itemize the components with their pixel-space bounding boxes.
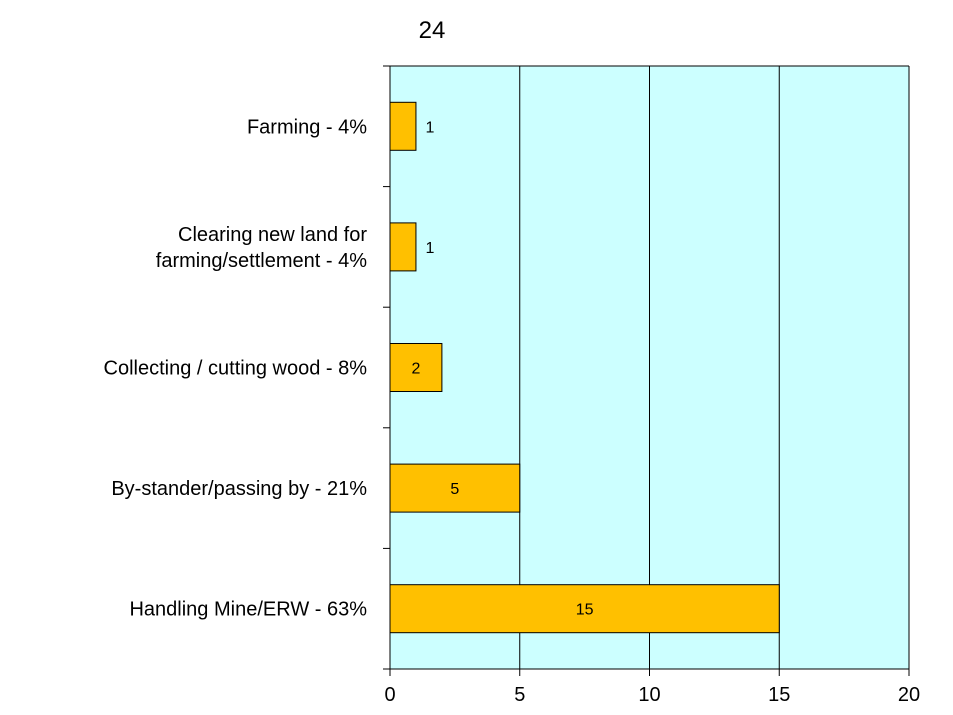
- category-label: Collecting / cutting wood - 8%: [104, 358, 368, 380]
- category-label: By-stander/passing by - 21%: [111, 478, 367, 500]
- category-label-line: Collecting / cutting wood - 8%: [104, 358, 368, 380]
- x-tick-label: 15: [768, 684, 790, 706]
- chart-title: 24: [419, 17, 446, 44]
- category-label-line: Handling Mine/ERW - 63%: [129, 599, 367, 621]
- grid-layer: [519, 66, 910, 669]
- category-label: Handling Mine/ERW - 63%: [129, 599, 367, 621]
- bar-layer: [389, 101, 780, 634]
- axis-layer: [383, 65, 910, 676]
- x-tick-label: 20: [898, 684, 920, 706]
- category-label-line: Clearing new land for: [178, 224, 367, 246]
- x-tick-label: 0: [384, 684, 395, 706]
- category-label-line: Farming - 4%: [247, 116, 367, 138]
- bar: [389, 222, 417, 272]
- label-layer: 0 5 10 15 20 1 Farming - 4% 1 Clearing new land …: [104, 116, 921, 706]
- bar: [389, 343, 443, 392]
- category-label: Farming - 4%: [247, 116, 367, 138]
- bar-data-label: 15: [576, 602, 594, 619]
- bar-data-label: 1: [425, 119, 434, 136]
- x-tick-label: 10: [638, 684, 660, 706]
- bar-data-label: 2: [411, 361, 420, 378]
- category-label: Clearing new land for farming/settlement …: [156, 224, 368, 272]
- category-label-line: farming/settlement - 4%: [156, 250, 367, 272]
- bar: [389, 101, 417, 151]
- bar: [389, 584, 780, 634]
- bar-data-label: 5: [450, 481, 459, 498]
- x-tick-label: 5: [514, 684, 525, 706]
- category-label-line: By-stander/passing by - 21%: [111, 478, 367, 500]
- bar-data-label: 1: [425, 240, 434, 257]
